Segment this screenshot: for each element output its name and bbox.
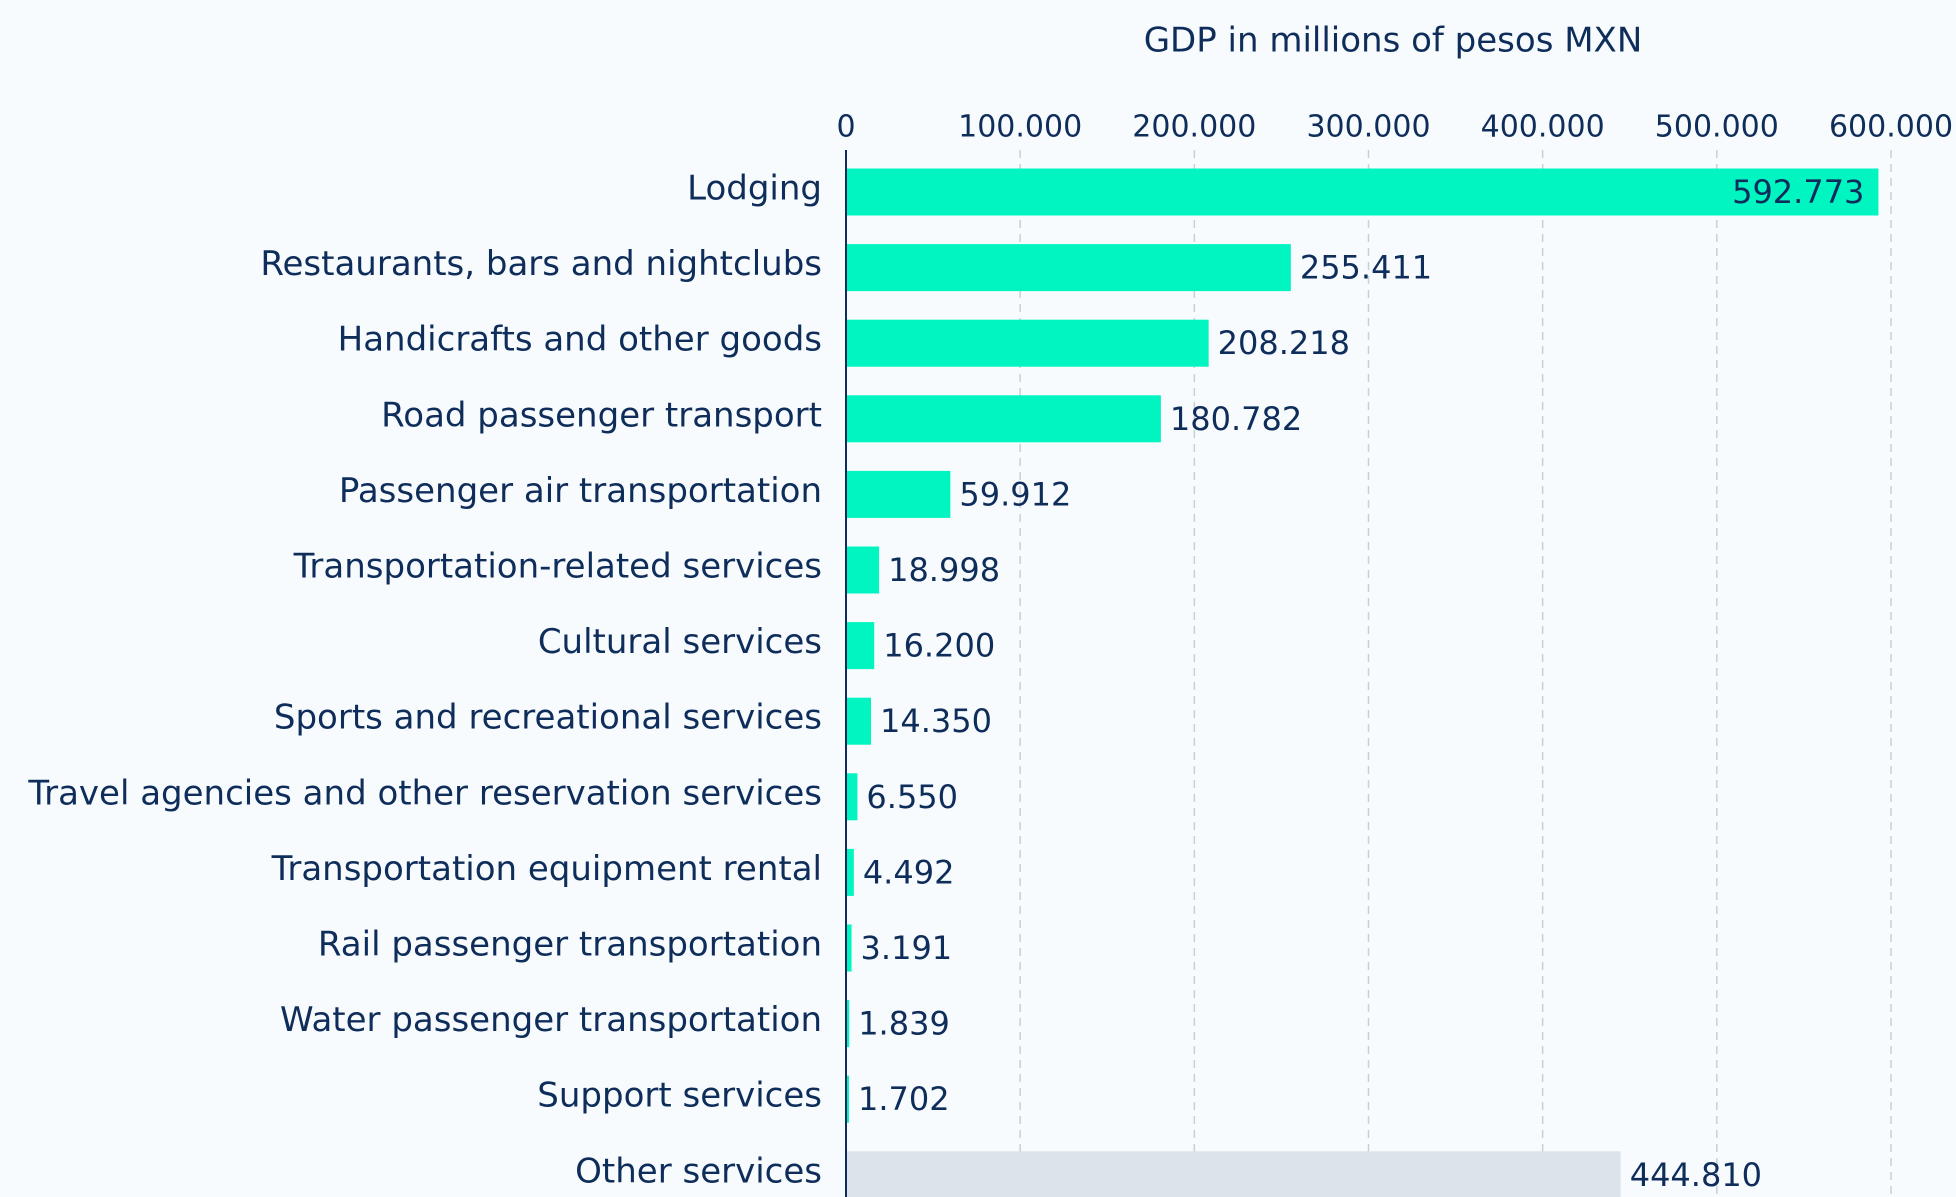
x-tick-label: 300.000: [1306, 110, 1430, 145]
value-label: 16.200: [883, 627, 995, 665]
bar: [846, 697, 871, 745]
y-tick-label: Road passenger transport: [381, 395, 822, 435]
y-tick-label: Restaurants, bars and nightclubs: [260, 244, 822, 284]
value-label: 3.191: [861, 929, 953, 967]
y-tick-label: Water passenger transportation: [280, 1000, 822, 1040]
y-tick-label: Transportation-related services: [293, 547, 822, 587]
x-tick-label: 200.000: [1132, 110, 1256, 145]
bar: [846, 546, 880, 594]
bar: [846, 395, 1161, 443]
value-label: 1.839: [858, 1005, 950, 1043]
y-tick-label: Lodging: [687, 169, 822, 209]
y-tick-label: Handicrafts and other goods: [338, 320, 822, 360]
value-label: 14.350: [880, 702, 992, 740]
value-label: 1.702: [858, 1080, 950, 1118]
y-tick-label: Rail passenger transportation: [318, 925, 822, 965]
x-tick-label: 0: [836, 110, 855, 145]
bar: [846, 1151, 1621, 1197]
x-tick-label: 400.000: [1481, 110, 1605, 145]
y-tick-label: Cultural services: [538, 622, 822, 662]
x-tick-label: 500.000: [1655, 110, 1779, 145]
y-tick-label: Passenger air transportation: [339, 471, 822, 511]
y-tick-label: Travel agencies and other reservation se…: [27, 773, 822, 813]
bar: [846, 319, 1209, 367]
value-label: 255.411: [1300, 249, 1432, 287]
x-tick-label: 100.000: [958, 110, 1082, 145]
bar: [846, 773, 858, 821]
value-label: 18.998: [888, 551, 1000, 589]
chart-title: GDP in millions of pesos MXN: [1144, 21, 1643, 61]
value-label: 208.218: [1218, 324, 1350, 362]
y-tick-label: Sports and recreational services: [274, 698, 822, 738]
y-tick-label: Other services: [575, 1151, 822, 1191]
bar: [846, 848, 854, 896]
value-label: 59.912: [959, 475, 1071, 513]
y-tick-label: Transportation equipment rental: [271, 849, 822, 889]
value-label: 444.810: [1630, 1156, 1762, 1194]
bar: [846, 168, 1879, 216]
bar: [846, 1000, 850, 1048]
bar: [846, 1075, 849, 1123]
bar: [846, 244, 1291, 292]
value-label: 592.773: [1732, 173, 1864, 211]
bar: [846, 470, 951, 518]
bar: [846, 622, 875, 670]
value-label: 4.492: [863, 853, 955, 891]
x-tick-label: 600.000: [1829, 110, 1953, 145]
value-label: 6.550: [866, 778, 958, 816]
y-tick-label: Support services: [537, 1076, 822, 1116]
bar: [846, 924, 852, 972]
value-label: 180.782: [1170, 400, 1302, 438]
